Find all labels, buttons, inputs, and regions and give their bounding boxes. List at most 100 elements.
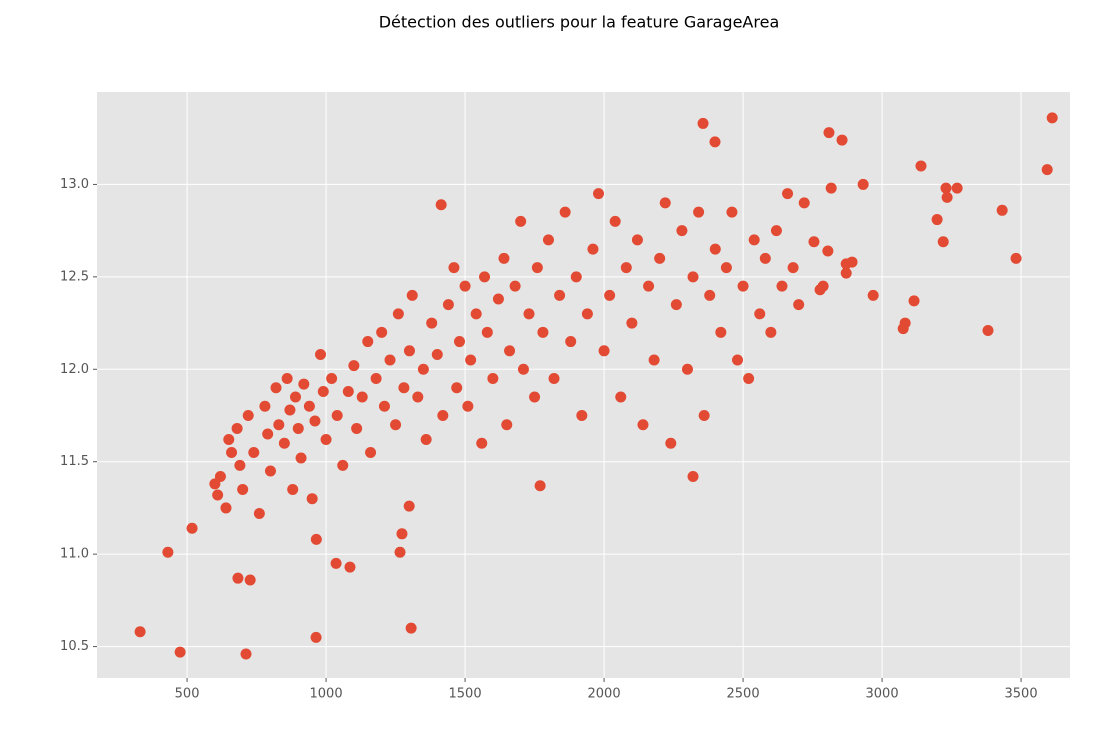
- point: [951, 182, 963, 194]
- point: [289, 391, 301, 403]
- point: [310, 631, 322, 643]
- point: [234, 459, 246, 471]
- point: [587, 243, 599, 255]
- point: [479, 271, 491, 283]
- point: [504, 345, 516, 357]
- point: [515, 215, 527, 227]
- point: [899, 317, 911, 329]
- point: [370, 373, 382, 385]
- point: [431, 348, 443, 360]
- y-tick-label: 13.0: [60, 177, 89, 192]
- point: [915, 160, 927, 172]
- point: [840, 258, 852, 270]
- point: [726, 206, 738, 218]
- point: [317, 385, 329, 397]
- x-tick-label: 1500: [449, 687, 482, 702]
- point: [825, 182, 837, 194]
- point: [857, 178, 869, 190]
- point: [481, 326, 493, 338]
- point: [643, 280, 655, 292]
- point: [687, 471, 699, 483]
- point: [273, 419, 285, 431]
- point: [531, 262, 543, 274]
- point: [542, 234, 554, 246]
- chart-title: Détection des outliers pour la feature G…: [379, 13, 780, 32]
- point: [598, 345, 610, 357]
- point: [626, 317, 638, 329]
- point: [620, 262, 632, 274]
- point: [378, 400, 390, 412]
- point: [737, 280, 749, 292]
- point: [459, 280, 471, 292]
- point: [134, 626, 146, 638]
- y-tick-label: 11.0: [60, 547, 89, 562]
- point: [262, 428, 274, 440]
- point: [351, 422, 363, 434]
- point: [581, 308, 593, 320]
- point: [470, 308, 482, 320]
- point: [720, 262, 732, 274]
- point: [659, 197, 671, 209]
- x-tick-label: 500: [175, 687, 200, 702]
- point: [403, 500, 415, 512]
- point: [748, 234, 760, 246]
- point: [996, 204, 1008, 216]
- point: [331, 410, 343, 422]
- point: [631, 234, 643, 246]
- point: [931, 214, 943, 226]
- point: [412, 391, 424, 403]
- point: [523, 308, 535, 320]
- point: [1041, 164, 1053, 176]
- point: [231, 422, 243, 434]
- point: [278, 437, 290, 449]
- y-tick-label: 12.0: [60, 362, 89, 377]
- point: [709, 243, 721, 255]
- point: [384, 354, 396, 366]
- point: [259, 400, 271, 412]
- point: [529, 391, 541, 403]
- point: [492, 293, 504, 305]
- point: [435, 199, 447, 211]
- point: [554, 289, 566, 301]
- point: [281, 373, 293, 385]
- point: [782, 188, 794, 200]
- point: [498, 252, 510, 264]
- point: [417, 363, 429, 375]
- point: [534, 480, 546, 492]
- point: [908, 295, 920, 307]
- y-tick-label: 12.5: [60, 269, 89, 284]
- point: [654, 252, 666, 264]
- point: [448, 262, 460, 274]
- point: [787, 262, 799, 274]
- point: [576, 410, 588, 422]
- point: [937, 236, 949, 248]
- point: [362, 336, 374, 348]
- point: [982, 324, 994, 336]
- point: [754, 308, 766, 320]
- point: [681, 363, 693, 375]
- point: [715, 326, 727, 338]
- point: [406, 289, 418, 301]
- point: [442, 299, 454, 311]
- point: [232, 572, 244, 584]
- point: [814, 284, 826, 296]
- point: [823, 127, 835, 139]
- point: [220, 502, 232, 514]
- point: [665, 437, 677, 449]
- point: [697, 117, 709, 129]
- x-tick-label: 2500: [727, 687, 760, 702]
- x-tick-label: 1000: [310, 687, 343, 702]
- point: [320, 434, 332, 446]
- point: [704, 289, 716, 301]
- point: [676, 225, 688, 237]
- y-tick-label: 10.5: [60, 639, 89, 654]
- point: [326, 373, 338, 385]
- point: [743, 373, 755, 385]
- point: [426, 317, 438, 329]
- point: [270, 382, 282, 394]
- point: [487, 373, 499, 385]
- point: [509, 280, 521, 292]
- point: [940, 182, 952, 194]
- point: [337, 459, 349, 471]
- point: [836, 134, 848, 146]
